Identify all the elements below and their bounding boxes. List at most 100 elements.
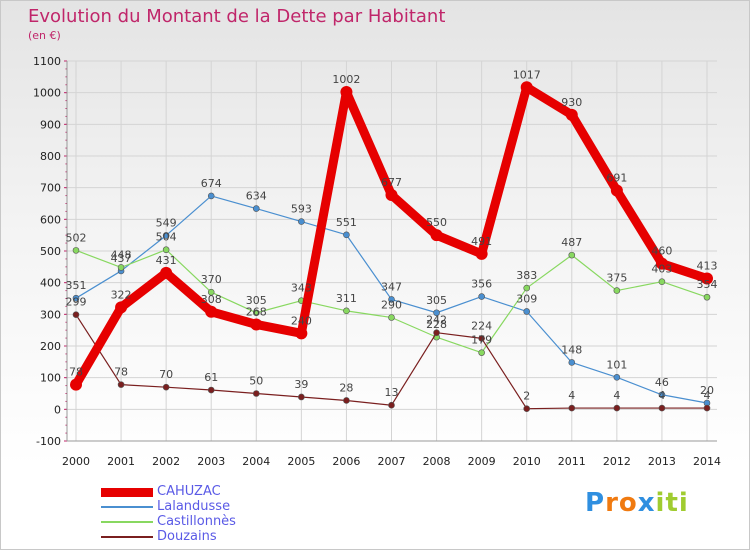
x-tick-label: 2002 <box>152 455 180 468</box>
data-point <box>613 287 621 294</box>
y-tick-label: 800 <box>40 150 61 163</box>
data-label: 593 <box>291 203 312 216</box>
y-tick-label: 700 <box>40 182 61 195</box>
x-tick-label: 2011 <box>558 455 586 468</box>
data-label: 305 <box>246 294 267 307</box>
legend-label: Lalandusse <box>157 499 231 514</box>
data-label: 677 <box>381 176 402 189</box>
x-tick-label: 2013 <box>648 455 676 468</box>
data-point <box>568 359 576 366</box>
legend-label: Castillonnès <box>157 514 236 529</box>
logo-letter: i <box>678 488 689 518</box>
data-point <box>252 309 260 317</box>
data-labels: 351 437 549 674 634 593 551 347 305 356 309 148 101 4… <box>66 68 718 402</box>
data-label: 1002 <box>332 73 360 86</box>
data-label: 70 <box>159 368 173 381</box>
data-label: 354 <box>697 278 718 291</box>
x-tick-label: 2004 <box>242 455 270 468</box>
data-label: 343 <box>291 282 312 295</box>
y-tick-label: 100 <box>40 372 61 385</box>
legend-label: CAHUZAC <box>157 484 221 499</box>
data-point <box>72 247 80 254</box>
data-label: 550 <box>426 216 447 229</box>
logo-letter: r <box>605 488 619 518</box>
data-point <box>523 284 531 292</box>
data-label: 448 <box>111 248 132 261</box>
data-point <box>295 327 308 340</box>
logo-letter: t <box>665 488 679 518</box>
data-label: 20 <box>700 384 714 397</box>
data-point <box>658 278 666 286</box>
data-label: 228 <box>426 318 447 331</box>
x-tick-label: 2014 <box>693 455 721 468</box>
chart-title: Evolution du Montant de la Dette par Hab… <box>28 6 446 27</box>
data-label: 347 <box>381 280 402 293</box>
x-tick-label: 2000 <box>62 455 90 468</box>
data-label: 268 <box>246 305 267 318</box>
data-label: 370 <box>201 273 222 286</box>
data-point <box>430 229 443 242</box>
data-point <box>115 301 128 314</box>
data-label: 61 <box>204 371 218 384</box>
axes: -100 0 100 200 300 400 500 600 700 800 900 1000 1100… <box>33 55 721 468</box>
data-label: 691 <box>606 172 627 185</box>
data-label: 305 <box>426 294 447 307</box>
data-point <box>207 386 215 394</box>
data-point <box>478 335 485 342</box>
data-label: 242 <box>426 314 447 327</box>
data-label: 308 <box>201 293 222 306</box>
x-tick-label: 2010 <box>513 455 541 468</box>
data-point <box>343 397 350 404</box>
data-point <box>523 308 531 315</box>
data-point <box>565 108 578 121</box>
data-point <box>701 272 713 285</box>
data-label: 413 <box>697 260 718 273</box>
data-point <box>388 314 395 321</box>
data-point <box>72 294 80 302</box>
data-label: 224 <box>471 319 492 332</box>
y-tick-label: 600 <box>40 213 61 226</box>
proxiti-logo: Proxiti <box>585 488 689 518</box>
data-label: 13 <box>385 386 399 399</box>
data-point <box>250 318 263 331</box>
data-label: 504 <box>156 231 177 244</box>
data-label: 4 <box>613 389 620 402</box>
x-tick-label: 2009 <box>468 455 496 468</box>
data-point <box>523 405 531 413</box>
data-label: 148 <box>561 343 582 356</box>
data-label: 403 <box>651 263 672 276</box>
data-point <box>703 404 711 412</box>
data-point <box>252 390 260 397</box>
data-point <box>162 383 170 391</box>
data-point <box>388 401 395 409</box>
data-label: 78 <box>69 366 83 379</box>
data-label: 78 <box>114 366 128 379</box>
data-point <box>613 374 621 381</box>
data-label: 502 <box>66 231 87 244</box>
data-label: 101 <box>606 358 627 371</box>
y-tick-label: 900 <box>40 118 61 131</box>
legend-label: Douzains <box>157 529 217 544</box>
data-label: 39 <box>294 378 308 391</box>
data-point <box>340 86 353 99</box>
data-label: 487 <box>561 236 582 249</box>
y-tick-label: 500 <box>40 245 61 258</box>
data-label: 930 <box>561 96 582 109</box>
data-label: 351 <box>66 279 87 292</box>
logo-letter: P <box>585 488 606 518</box>
data-point <box>478 349 485 356</box>
data-point <box>520 81 533 94</box>
data-point <box>343 231 350 239</box>
data-point <box>475 247 488 260</box>
data-point <box>568 251 576 259</box>
data-label: 1017 <box>513 68 541 81</box>
data-label: 491 <box>471 235 492 248</box>
data-point <box>205 305 218 318</box>
data-label: 322 <box>111 288 132 301</box>
data-label: 549 <box>156 216 177 229</box>
data-point <box>703 293 711 301</box>
data-label: 383 <box>516 269 537 282</box>
data-point <box>207 288 215 296</box>
data-point <box>162 246 170 254</box>
